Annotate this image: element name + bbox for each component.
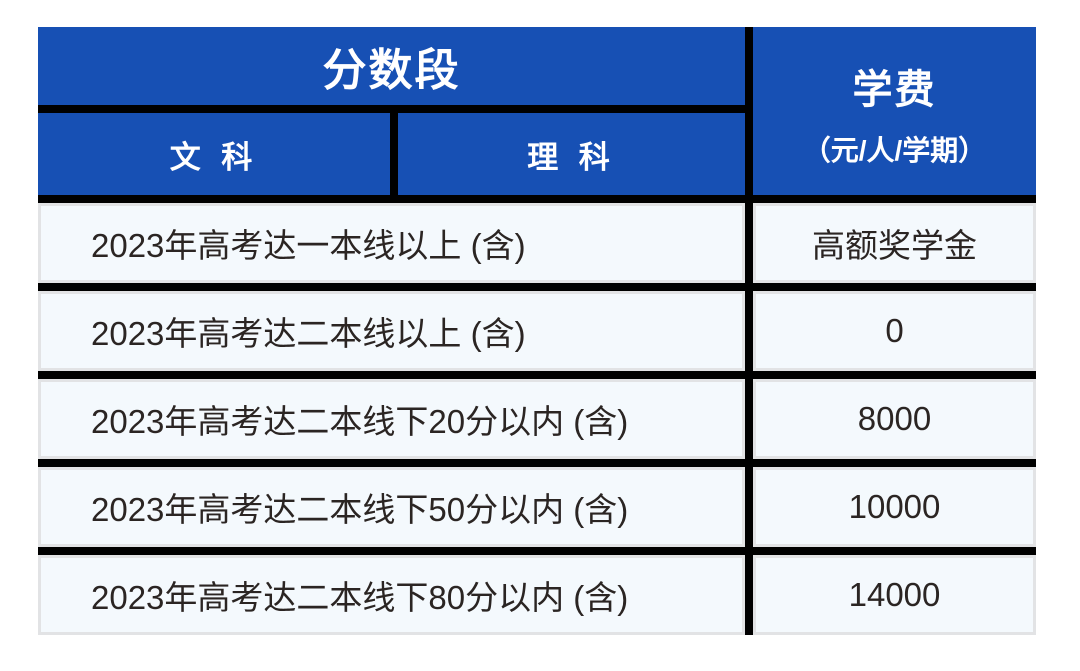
header-subcol-science: 理 科 xyxy=(398,113,745,195)
table-row-tuition: 0 xyxy=(753,291,1036,371)
table-row-tuition: 10000 xyxy=(753,467,1036,547)
table-row-score-band: 2023年高考达二本线以上 (含) xyxy=(38,291,745,371)
table-row-tuition: 高额奖学金 xyxy=(753,203,1036,283)
table-row-score-band: 2023年高考达二本线下50分以内 (含) xyxy=(38,467,745,547)
header-subcol-liberal-arts: 文 科 xyxy=(38,113,390,195)
table-row-score-band: 2023年高考达一本线以上 (含) xyxy=(38,203,745,283)
header-tuition-unit: （元/人/学期） xyxy=(802,135,987,166)
tuition-fee-table: 分数段 学费 （元/人/学期） 文 科 理 科 2023年高考达一本线以上 (含… xyxy=(38,27,1036,635)
header-score-band-group: 分数段 xyxy=(38,27,745,105)
table-row-score-band: 2023年高考达二本线下80分以内 (含) xyxy=(38,555,745,635)
header-tuition-title: 学费 xyxy=(852,68,937,112)
header-tuition: 学费 （元/人/学期） xyxy=(753,27,1036,195)
table-row-score-band: 2023年高考达二本线下20分以内 (含) xyxy=(38,379,745,459)
table-row-tuition: 14000 xyxy=(753,555,1036,635)
table-row-tuition: 8000 xyxy=(753,379,1036,459)
